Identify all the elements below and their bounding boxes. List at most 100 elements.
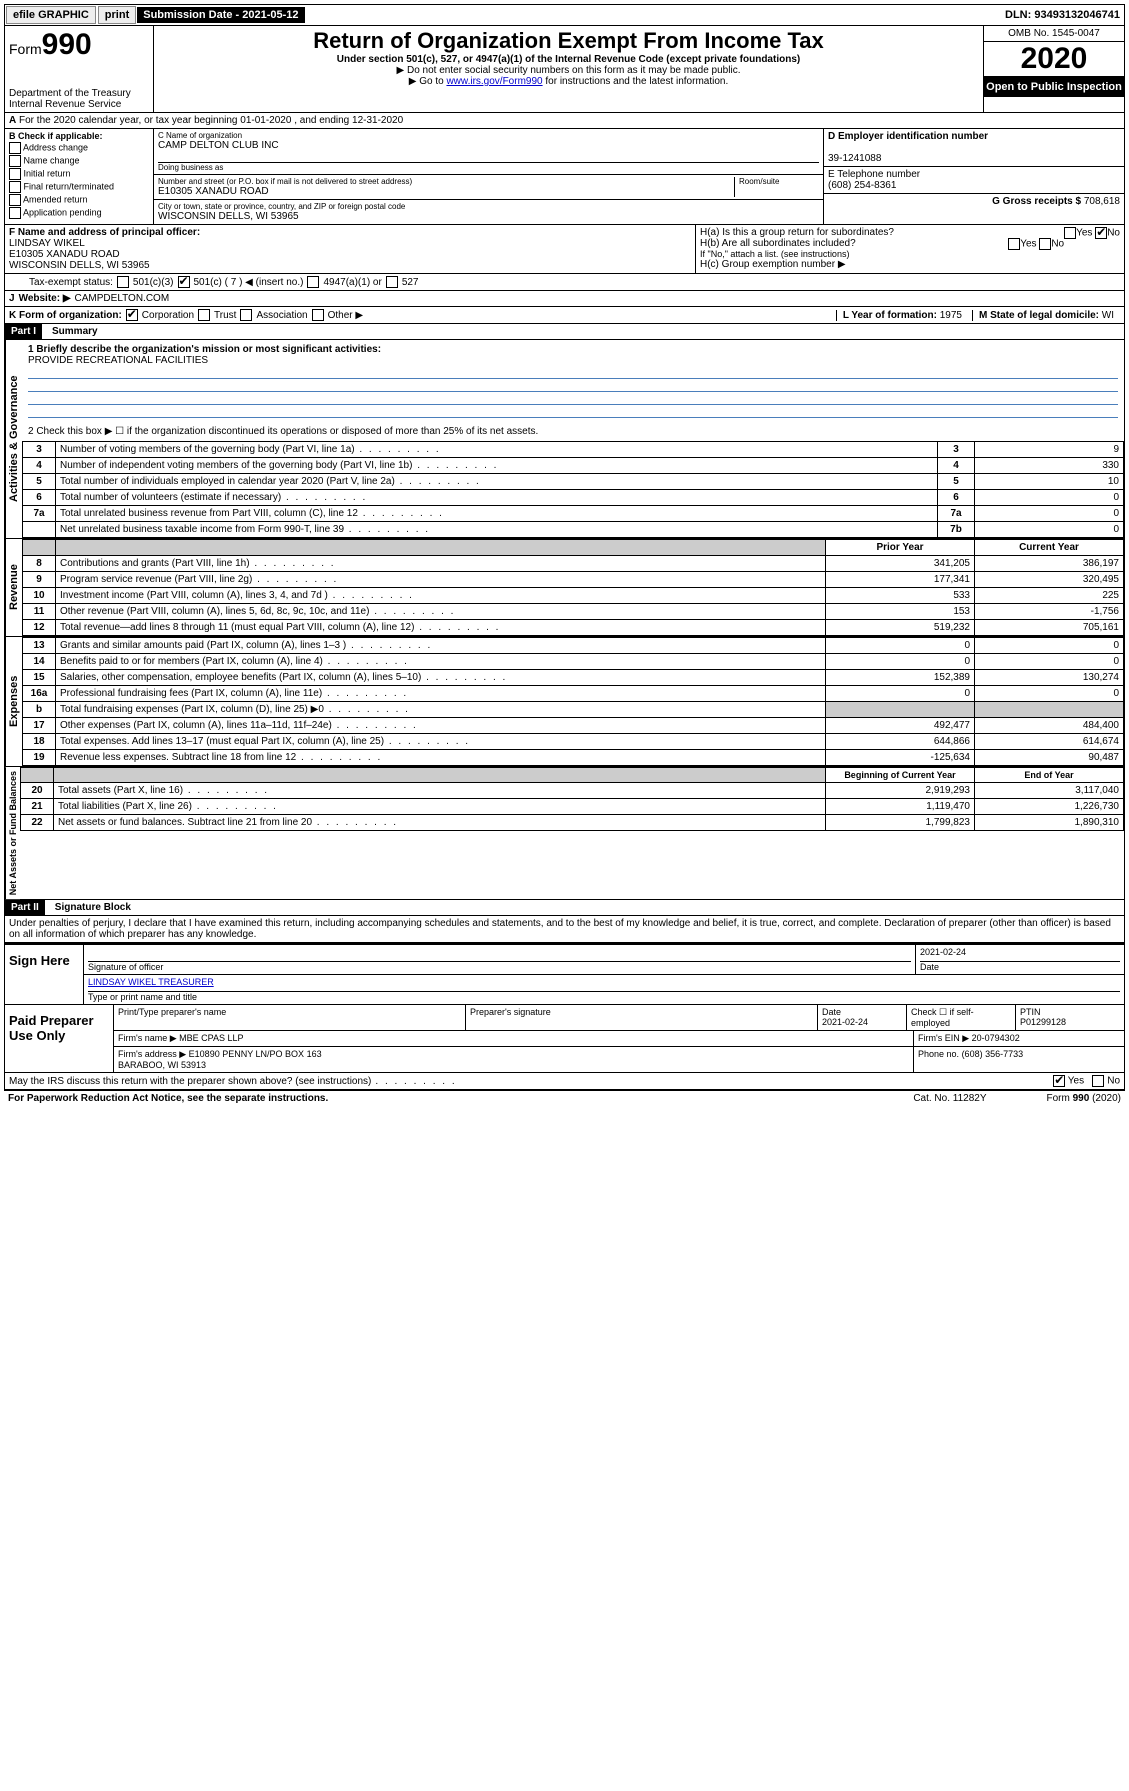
dba-label: Doing business as [158, 162, 819, 172]
print-button[interactable]: print [98, 6, 136, 24]
dln-label: DLN: 93493132046741 [1005, 9, 1124, 21]
line-a: A For the 2020 calendar year, or tax yea… [4, 113, 1125, 129]
name-label: C Name of organization [158, 131, 819, 140]
chk-other[interactable] [312, 309, 324, 321]
main-info-block: B Check if applicable: Address change Na… [4, 129, 1125, 225]
hb-note: If "No," attach a list. (see instruction… [700, 249, 1120, 259]
chk-amended[interactable]: Amended return [9, 194, 149, 206]
prior-year-hdr: Prior Year [826, 540, 975, 556]
year-formation: 1975 [940, 310, 962, 321]
part2-title: Signature Block [49, 902, 131, 913]
officer-name: LINDSAY WIKEL [9, 238, 85, 249]
chk-4947[interactable] [307, 276, 319, 288]
firm-ein: 20-0794302 [972, 1033, 1020, 1043]
sig-date: 2021-02-24 [920, 947, 1120, 962]
preparer-sig-label: Preparer's signature [465, 1005, 817, 1030]
form-prefix: Form [9, 41, 42, 57]
org-name: CAMP DELTON CLUB INC [158, 140, 819, 151]
website-row: J Website: ▶ CAMPDELTON.COM [4, 291, 1125, 307]
k-label: K Form of organization: [9, 310, 122, 321]
chk-corp[interactable] [126, 309, 138, 321]
officer-addr1: E10305 XANADU ROAD [9, 249, 120, 260]
city-state-zip: WISCONSIN DELLS, WI 53965 [158, 211, 819, 222]
chk-501c[interactable] [178, 276, 190, 288]
netassets-section: Net Assets or Fund Balances Beginning of… [4, 766, 1125, 900]
sign-here-label: Sign Here [5, 945, 83, 1004]
fh-block: F Name and address of principal officer:… [4, 225, 1125, 274]
chk-name-change[interactable]: Name change [9, 155, 149, 167]
klm-row: K Form of organization: Corporation Trus… [4, 307, 1125, 324]
paid-preparer-block: Paid Preparer Use Only Print/Type prepar… [4, 1005, 1125, 1073]
discuss-yes[interactable] [1053, 1075, 1065, 1087]
discuss-text: May the IRS discuss this return with the… [9, 1076, 371, 1087]
expenses-table: 13Grants and similar amounts paid (Part … [22, 637, 1124, 766]
box-b-title: B Check if applicable: [9, 131, 103, 141]
governance-tab: Activities & Governance [5, 340, 22, 538]
room-label: Room/suite [734, 177, 819, 197]
form-number: Form990 [9, 28, 149, 62]
sig-officer-label: Signature of officer [88, 962, 163, 972]
dept-label: Department of the Treasury Internal Reve… [9, 88, 149, 110]
form-note2: ▶ Go to www.irs.gov/Form990 for instruct… [158, 76, 979, 87]
netassets-table: Beginning of Current Year End of Year 20… [20, 767, 1124, 831]
addr-label: Number and street (or P.O. box if mail i… [158, 177, 734, 186]
gross-value: 708,618 [1084, 196, 1120, 207]
paid-label: Paid Preparer Use Only [5, 1005, 113, 1072]
revenue-tab: Revenue [5, 539, 22, 636]
discuss-no[interactable] [1092, 1075, 1104, 1087]
chk-trust[interactable] [198, 309, 210, 321]
note2-post: for instructions and the latest informat… [543, 76, 729, 87]
line-a-text: For the 2020 calendar year, or tax year … [19, 115, 403, 126]
end-year-hdr: End of Year [975, 768, 1124, 783]
chk-527[interactable] [386, 276, 398, 288]
chk-application-pending[interactable]: Application pending [9, 207, 149, 219]
governance-table: 3Number of voting members of the governi… [22, 441, 1124, 538]
efile-label: efile GRAPHIC [6, 6, 96, 24]
firm-ein-label: Firm's EIN ▶ [918, 1033, 969, 1043]
part1-header: Part I Summary [4, 324, 1125, 340]
box-b: B Check if applicable: Address change Na… [5, 129, 154, 224]
officer-label: F Name and address of principal officer: [9, 227, 200, 238]
box-f: F Name and address of principal officer:… [5, 225, 696, 273]
omb-number: OMB No. 1545-0047 [984, 26, 1124, 42]
tax-status-label: Tax-exempt status: [29, 277, 113, 288]
website-label: Website: ▶ [19, 293, 71, 304]
footer: For Paperwork Reduction Act Notice, see … [4, 1090, 1125, 1106]
mission-text: PROVIDE RECREATIONAL FACILITIES [28, 355, 208, 366]
governance-section: Activities & Governance 1 Briefly descri… [4, 340, 1125, 538]
ein-value: 39-1241088 [828, 153, 881, 164]
right-info: D Employer identification number 39-1241… [824, 129, 1124, 224]
ha-label: H(a) Is this a group return for subordin… [700, 227, 894, 238]
firm-label: Firm's name ▶ [118, 1033, 177, 1043]
revenue-section: Revenue Prior Year Current Year 8Contrib… [4, 538, 1125, 636]
box-c: C Name of organization CAMP DELTON CLUB … [154, 129, 824, 224]
preparer-name-label: Print/Type preparer's name [113, 1005, 465, 1030]
chk-final-return[interactable]: Final return/terminated [9, 181, 149, 193]
l-label: L Year of formation: [843, 310, 937, 321]
firm-phone: (608) 356-7733 [962, 1049, 1024, 1059]
firm-name: MBE CPAS LLP [179, 1033, 243, 1043]
chk-assoc[interactable] [240, 309, 252, 321]
cat-no: Cat. No. 11282Y [913, 1093, 986, 1104]
beg-year-hdr: Beginning of Current Year [826, 768, 975, 783]
phone-label: E Telephone number [828, 169, 920, 180]
hc-label: H(c) Group exemption number ▶ [700, 259, 1120, 270]
chk-501c3[interactable] [117, 276, 129, 288]
gross-label: G Gross receipts $ [992, 196, 1081, 207]
expenses-tab: Expenses [5, 637, 22, 766]
discuss-row: May the IRS discuss this return with the… [4, 1073, 1125, 1090]
submission-date: Submission Date - 2021-05-12 [137, 7, 304, 23]
expenses-section: Expenses 13Grants and similar amounts pa… [4, 636, 1125, 766]
top-bar: efile GRAPHIC print Submission Date - 20… [4, 4, 1125, 26]
tax-year: 2020 [984, 42, 1124, 77]
hb-label: H(b) Are all subordinates included? [700, 238, 856, 249]
officer-name-link[interactable]: LINDSAY WIKEL TREASURER [88, 977, 214, 987]
chk-initial-return[interactable]: Initial return [9, 168, 149, 180]
note2-pre: ▶ Go to [409, 76, 447, 87]
ptin-value: P01299128 [1020, 1017, 1066, 1027]
tax-exempt-row: Tax-exempt status: 501(c)(3) 501(c) ( 7 … [4, 274, 1125, 291]
irs-link[interactable]: www.irs.gov/Form990 [446, 76, 542, 87]
self-employed-label: Check ☐ if self-employed [906, 1005, 1015, 1030]
chk-address-change[interactable]: Address change [9, 142, 149, 154]
q1-label: 1 Briefly describe the organization's mi… [28, 344, 381, 355]
